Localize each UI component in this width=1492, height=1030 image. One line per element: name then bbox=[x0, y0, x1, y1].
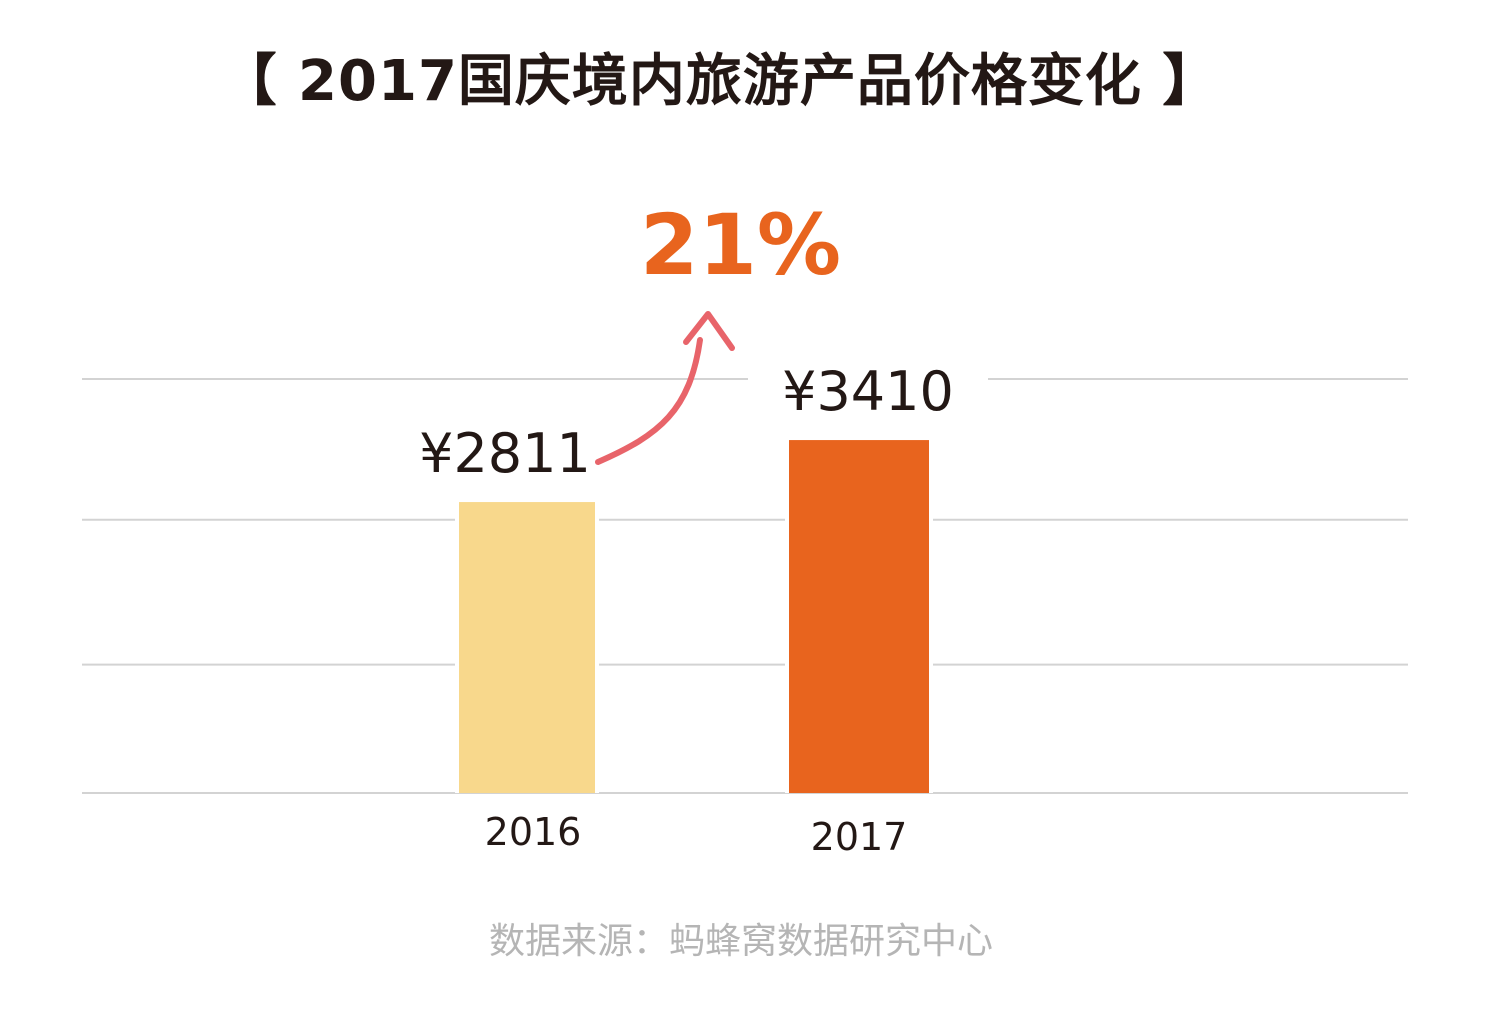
bars bbox=[455, 436, 933, 793]
x-tick-label-2016: 2016 bbox=[485, 810, 582, 854]
x-tick-label-2017: 2017 bbox=[811, 815, 908, 859]
value-label-2016: ¥2811 bbox=[419, 422, 591, 485]
value-label-bg bbox=[748, 362, 988, 429]
x-tick-labels: 2016 2017 bbox=[485, 810, 908, 859]
bar-2016 bbox=[459, 502, 595, 793]
bar-2017 bbox=[789, 440, 929, 793]
value-label-bg bbox=[385, 424, 625, 491]
change-percentage-label: 21% bbox=[640, 196, 842, 294]
value-labels: ¥2811 ¥3410 bbox=[385, 360, 988, 491]
gridlines bbox=[82, 378, 1408, 794]
chart-title: 【 2017国庆境内旅游产品价格变化 】 bbox=[220, 49, 1220, 114]
data-source-note: 数据来源：蚂蜂窝数据研究中心 bbox=[488, 921, 993, 962]
value-label-2017: ¥3410 bbox=[782, 360, 954, 423]
growth-arrow-icon bbox=[595, 337, 703, 465]
arrow-head-icon bbox=[683, 311, 735, 351]
